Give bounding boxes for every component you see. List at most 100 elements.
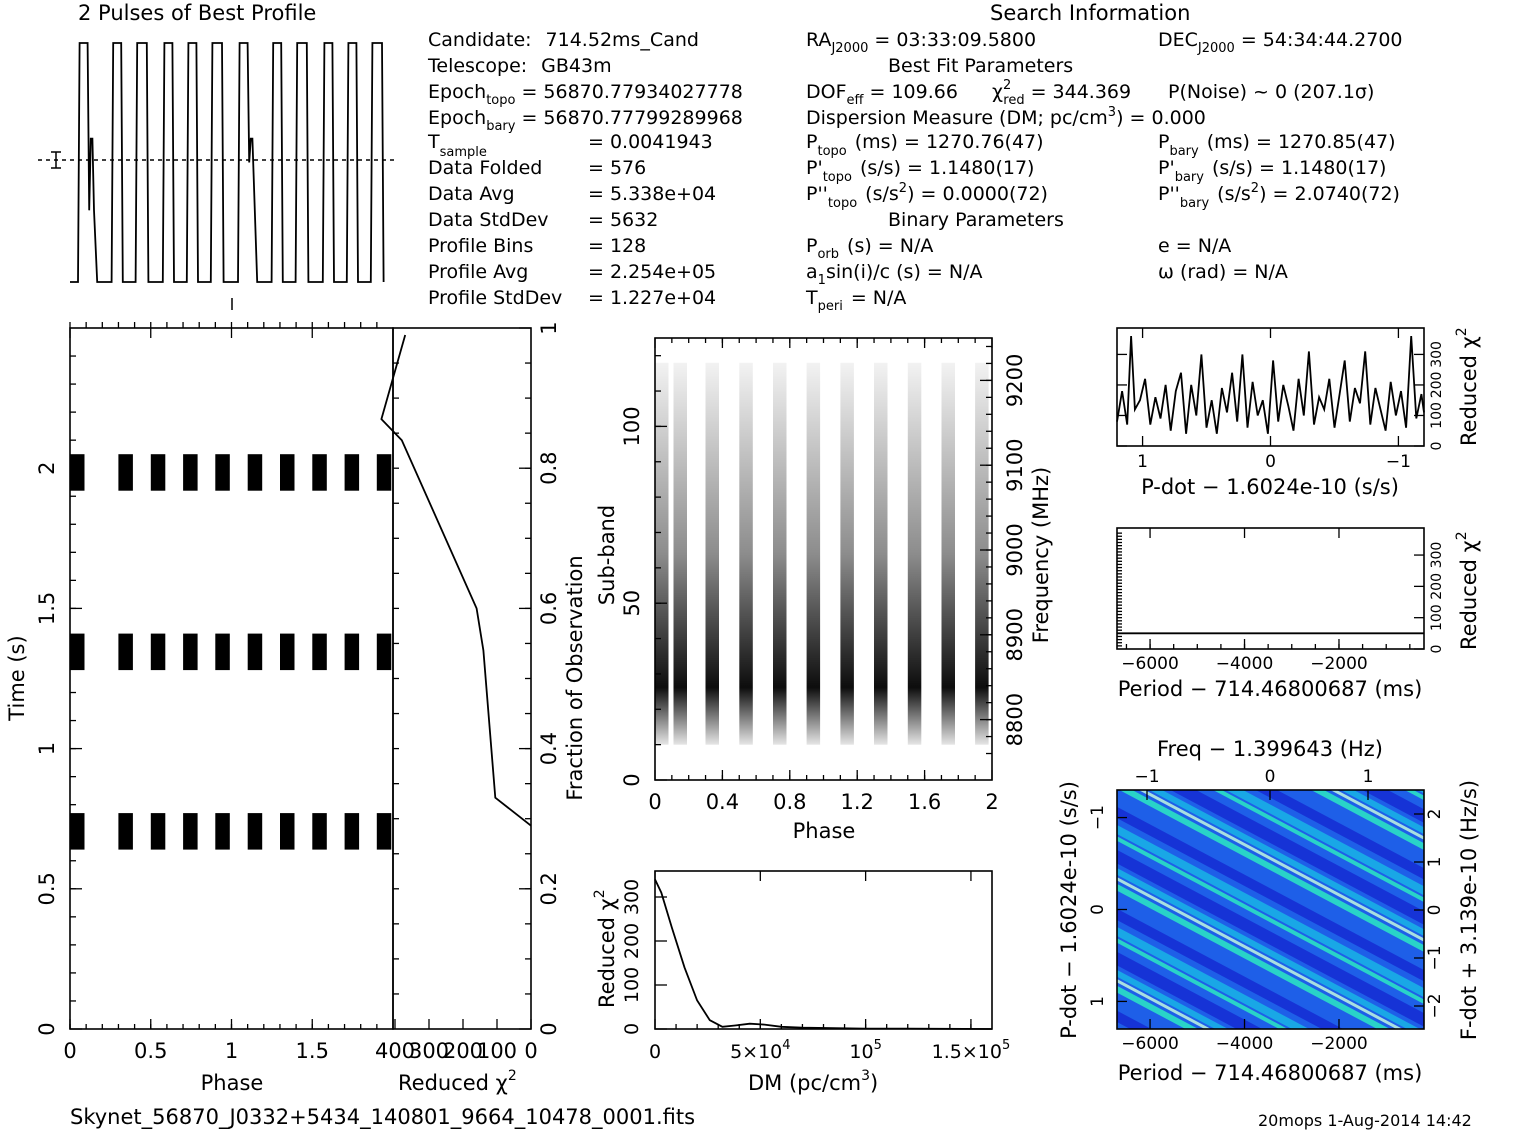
pddbary-value: ) = 2.0740(72)	[1259, 183, 1400, 205]
time-phase-pulse	[247, 813, 263, 850]
period-chi-panel: −6000 −4000 −2000 0 100 200 300 Period − 714.4…	[1116, 527, 1481, 701]
dof-sub: eff	[847, 93, 865, 108]
pp-right-tick-label: −1	[1425, 945, 1445, 970]
pp-xtick-label: −4000	[1216, 1034, 1274, 1054]
svg-text:Reduced χ2: Reduced χ2	[398, 1068, 517, 1095]
profile-errorbar	[51, 151, 61, 169]
pp-right-tick-label: −2	[1425, 993, 1445, 1018]
epoch-bary-label: Epoch	[428, 107, 486, 129]
time-phase-pulse	[344, 813, 360, 850]
frequency-ylabel: Frequency (MHz)	[1029, 467, 1053, 643]
dm-ytick-label: 200	[621, 923, 643, 959]
subband-pulse	[840, 362, 854, 745]
redchi-time-curve	[380, 334, 532, 827]
svg-text:Tperi= N/A: Tperi = N/A	[805, 287, 906, 314]
pp-top-xlabel: Freq − 1.399643 (Hz)	[1157, 737, 1383, 761]
dm-ytick-label: 100	[621, 967, 643, 1003]
candidate-value: 714.52ms_Cand	[546, 29, 699, 51]
epoch-bary-value: = 56870.77799289968	[521, 107, 742, 129]
subband-pulse	[655, 362, 669, 745]
pp-dot-panel: −6000 −4000 −2000 −1 0 1 −1 0 1 2 1 0 −1 −2 Freq − 1.…	[1057, 737, 1481, 1085]
time-phase-pulse	[70, 633, 85, 671]
chi-sub: red	[1003, 93, 1024, 108]
time-phase-pulse	[183, 813, 198, 850]
subband-pulse	[705, 362, 719, 745]
pdtopo-value: (s/s) = 1.1480(17)	[860, 157, 1035, 179]
time-phase-pulse	[280, 633, 295, 671]
time-phase-pulse	[312, 813, 327, 850]
prof-avg-label: Profile Avg	[428, 261, 528, 283]
dof-value: = 109.66	[869, 81, 957, 103]
pddbary-label: P''	[1158, 183, 1180, 205]
prof-bins-value: = 128	[588, 235, 646, 257]
data-folded-label: Data Folded	[428, 157, 542, 179]
time-phase-panel: 0 0.5 1 1.5 0 0.5 1 1.5 2 Phase Time (s)	[5, 322, 394, 1095]
freq-tick-label: 9100	[1003, 438, 1027, 491]
time-phase-pulse	[183, 454, 198, 491]
per-ytick-label: 300	[1429, 542, 1445, 569]
sb-ytick-label: 100	[620, 406, 644, 446]
search-info-title: Search Information	[990, 1, 1190, 25]
svg-text:P'bary(s/s) = 1.1480(17): P'bary (s/s) = 1.1480(17)	[1158, 157, 1386, 185]
svg-text:Tsample: Tsample	[427, 131, 487, 160]
redchi-time-xlabel: Reduced χ	[398, 1071, 508, 1095]
pp-ytick-label: 0	[1088, 904, 1108, 915]
per-xtick-label: −4000	[1216, 654, 1274, 674]
redchi-time-frame	[392, 327, 532, 1030]
redchi-time-xlabel-sup: 2	[508, 1068, 517, 1084]
svg-text:DOFeff= 109.66: DOFeff = 109.66	[806, 81, 958, 108]
data-avg-value: = 5.338e+04	[588, 183, 716, 205]
pdot-chi-ticks: 1 0 −1 0 100 200 300	[1117, 328, 1445, 472]
pdot-ylabel-sup: 2	[1454, 327, 1470, 336]
epoch-bary-sub: bary	[486, 119, 516, 134]
pddtopo-unit: (s/s	[865, 183, 899, 205]
time-phase-pulse	[247, 454, 263, 491]
fraction-ylabel: Fraction of Observation	[563, 555, 587, 800]
pbary-sub: bary	[1169, 144, 1199, 159]
pp-ylabel: P-dot − 1.6024e-10 (s/s)	[1057, 781, 1081, 1039]
svg-text:Reduced χ2: Reduced χ2	[1454, 327, 1481, 446]
time-phase-pulse	[70, 813, 85, 850]
tp-ytick-label: 0	[35, 1022, 59, 1035]
time-phase-ticks: 0 0.5 1 1.5 0 0.5 1 1.5 2	[35, 322, 378, 1063]
pp-right-tick-label: 1	[1425, 857, 1445, 868]
time-phase-pulse	[312, 633, 327, 671]
dm-xlabel-sup: 3	[861, 1068, 870, 1084]
pdot-xtick-label: 0	[1265, 452, 1276, 472]
epoch-topo-sub: topo	[486, 93, 515, 108]
per-xtick-label: −6000	[1121, 654, 1179, 674]
data-folded-value: = 576	[588, 157, 646, 179]
info-block: Search Information Candidate: 714.52ms_Ca…	[427, 1, 1403, 314]
svg-text:P''bary(s/s2) = 2.0740(72): P''bary (s/s2) = 2.0740(72)	[1158, 181, 1400, 211]
time-phase-pulse	[150, 813, 166, 850]
pdtopo-label: P'	[806, 157, 823, 179]
pdbary-value: (s/s) = 1.1480(17)	[1212, 157, 1387, 179]
pp-xtick-label: −2000	[1310, 1034, 1368, 1054]
time-phase-pulse	[312, 454, 327, 491]
pdot-ytick-label: 300	[1429, 341, 1445, 368]
pddbary-sup: 2	[1251, 181, 1259, 196]
time-phase-pulse	[344, 633, 360, 671]
dec-sub: J2000	[1197, 41, 1235, 56]
time-phase-pulse	[376, 633, 392, 671]
data-avg-label: Data Avg	[428, 183, 515, 205]
prof-std-label: Profile StdDev	[428, 287, 562, 309]
prof-bins-label: Profile Bins	[428, 235, 533, 257]
svg-text:Porb(s) = N/A: Porb (s) = N/A	[806, 235, 933, 262]
dm-xlabel: DM (pc/cm	[748, 1071, 861, 1095]
tp-xtick-label: 1.5	[296, 1039, 329, 1063]
tsample-label: T	[427, 131, 440, 153]
svg-text:a1sin(i)/c (s) = N/A: a1sin(i)/c (s) = N/A	[806, 261, 982, 288]
ptopo-value: (ms) = 1270.76(47)	[855, 131, 1044, 153]
pp-xlabel: Period − 714.46800687 (ms)	[1118, 1061, 1423, 1085]
subband-pulse	[907, 362, 922, 745]
dm-xtick-sup: 4	[782, 1038, 790, 1053]
pdot-ytick-label: 100	[1429, 402, 1445, 429]
time-phase-pulse	[376, 454, 392, 491]
prof-std-value: = 1.227e+04	[588, 287, 716, 309]
chi-value: = 344.369	[1031, 81, 1132, 103]
fraction-tick-label: 1	[537, 321, 561, 334]
time-phase-ylabel: Time (s)	[5, 635, 29, 721]
time-phase-pulse	[280, 454, 295, 491]
